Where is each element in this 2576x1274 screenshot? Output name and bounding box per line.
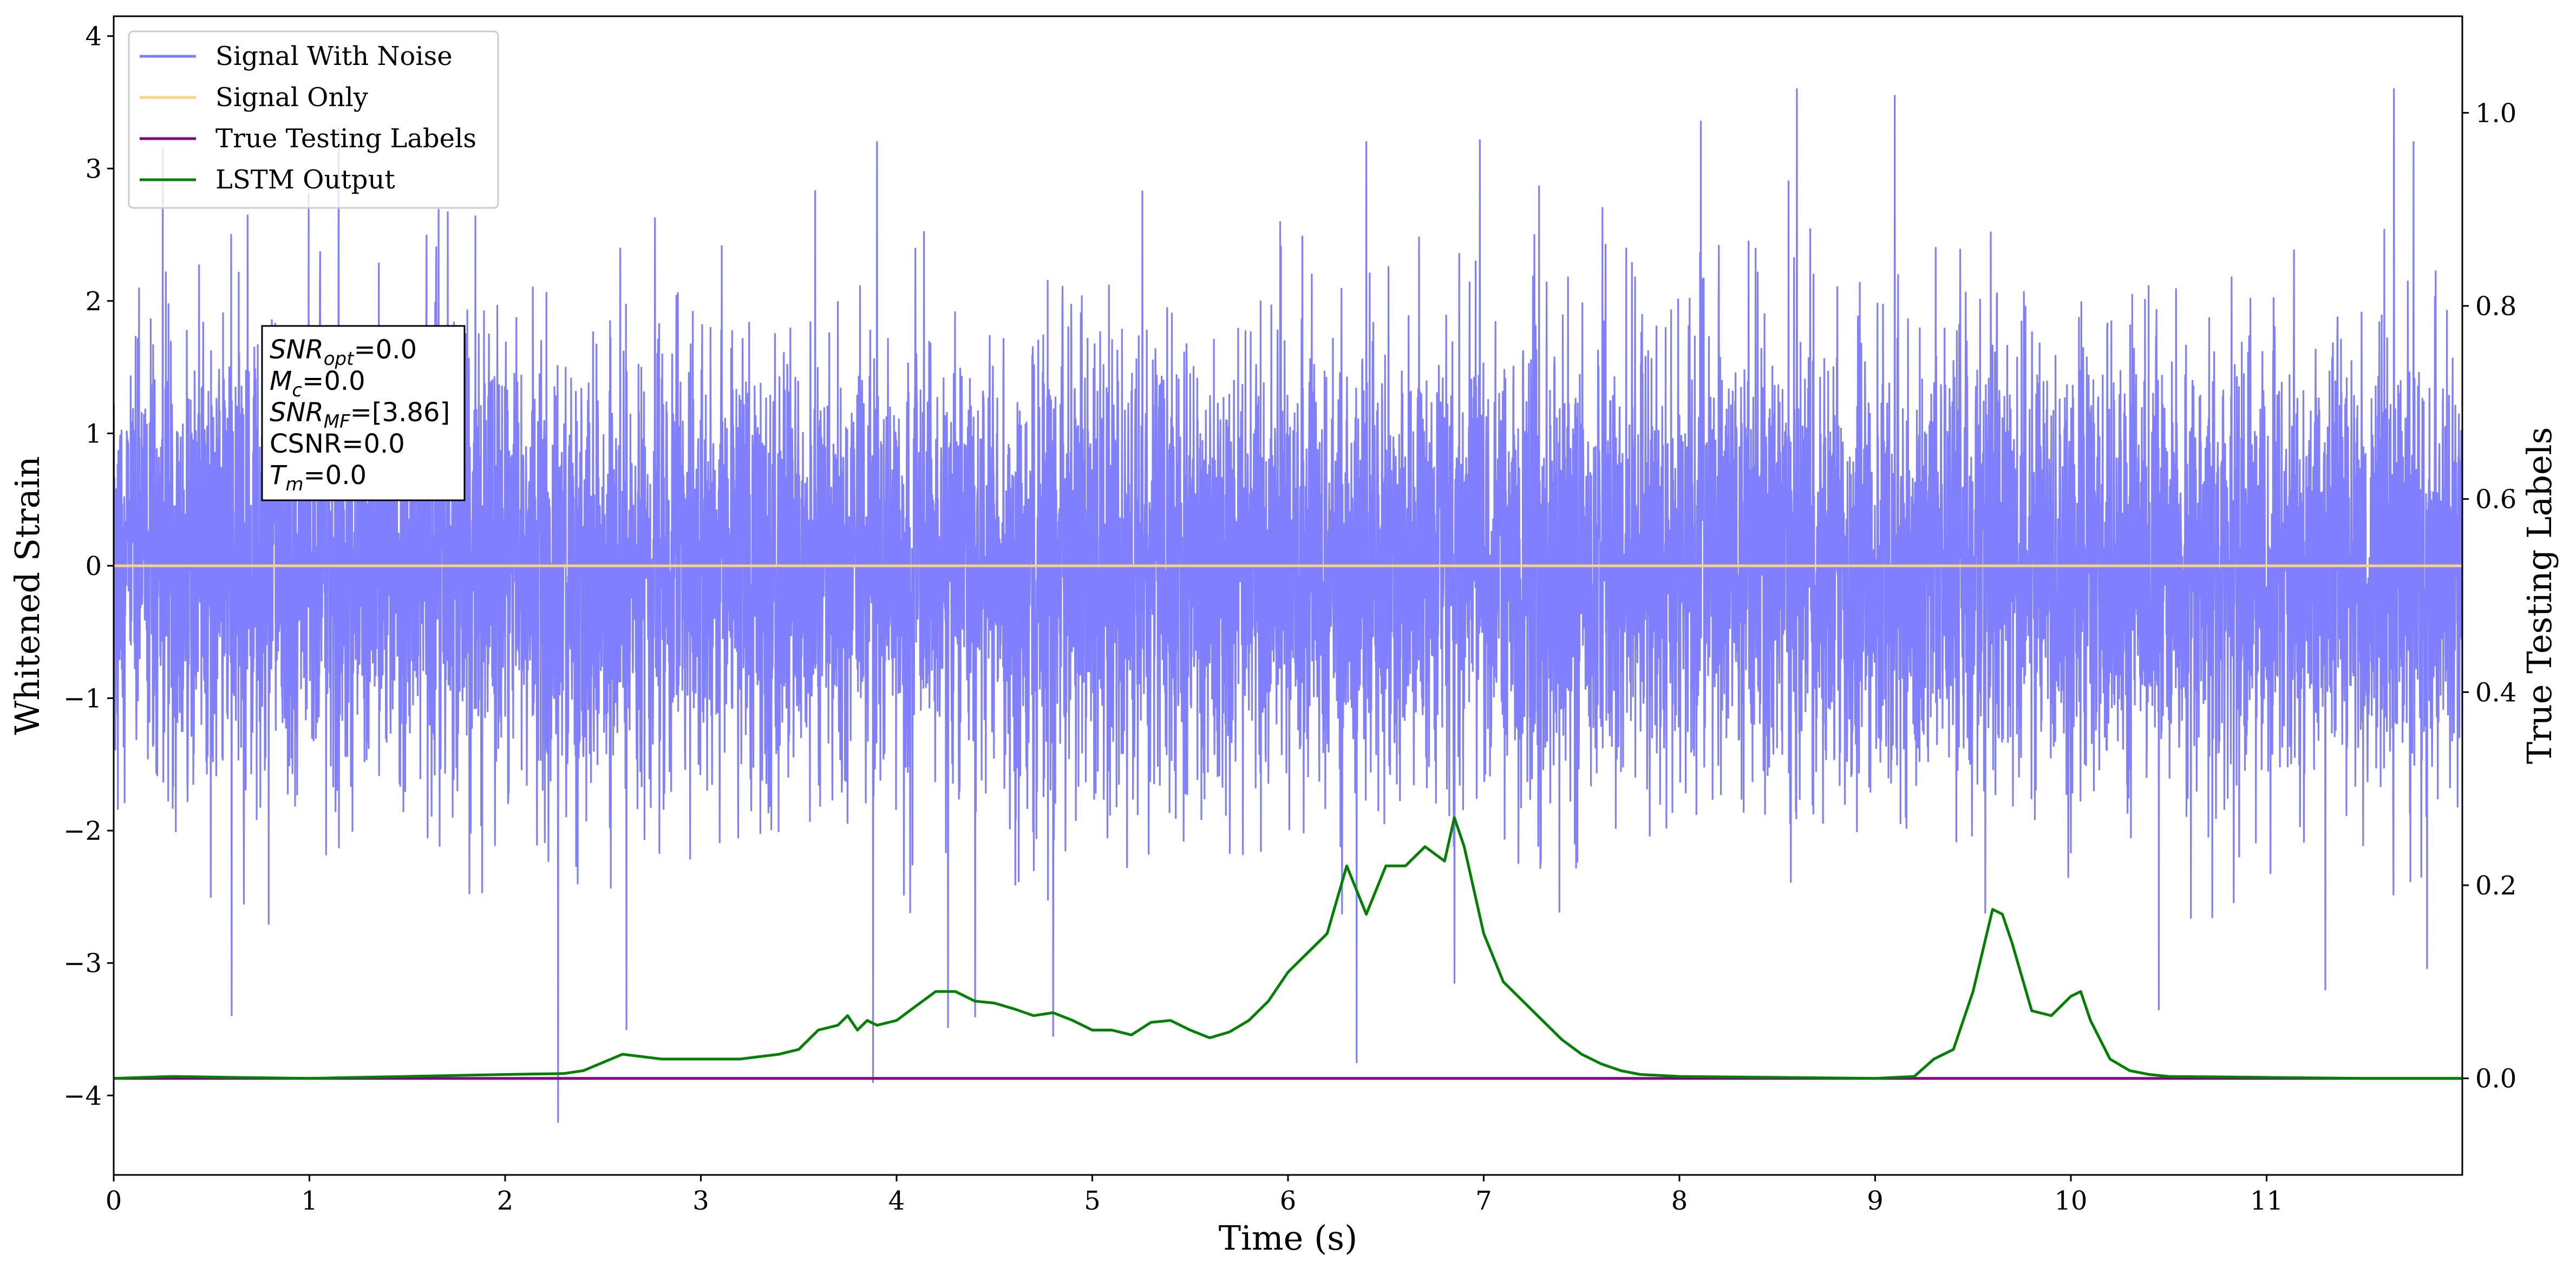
legend-label: Signal With Noise (215, 41, 453, 71)
series-line-signal-with-noise (114, 88, 2462, 1123)
y2-tick-label: 1.0 (2475, 98, 2516, 128)
annotation-box: SNRopt=0.0 Mc=0.0 SNRMF=[3.86] CSNR=0.0 … (261, 325, 466, 501)
legend-label: LSTM Output (215, 165, 395, 195)
y2-axis-label: True Testing Labels (2520, 427, 2559, 765)
annotation-snr-mf: SNRMF=[3.86] (270, 397, 450, 433)
x-tick-label: 0 (106, 1186, 122, 1216)
series-line-lstm-output (114, 816, 2462, 1080)
x-tick-label: 9 (1867, 1186, 1884, 1216)
x-tick-label: 3 (692, 1186, 709, 1216)
y-tick-label: 1 (85, 419, 102, 449)
x-tick-label: 8 (1671, 1186, 1688, 1216)
y-tick-label: 4 (85, 22, 102, 52)
legend: Signal With Noise Signal Only True Testing… (128, 30, 499, 209)
y-tick-label: 0 (85, 551, 102, 582)
x-axis-label: Time (s) (1219, 1218, 1358, 1258)
x-tick-label: 2 (497, 1186, 514, 1216)
y2-tick-label: 0.0 (2475, 1064, 2516, 1094)
y2-tick-label: 0.2 (2475, 871, 2516, 901)
x-tick-label: 11 (2250, 1186, 2283, 1216)
x-tick-label: 1 (301, 1186, 318, 1216)
x-tick-label: 10 (2054, 1186, 2087, 1216)
annotation-frame (261, 325, 466, 501)
annotation-csnr: CSNR=0.0 (270, 429, 405, 459)
x-tick-label: 6 (1280, 1186, 1297, 1216)
annotation-tm: Tm=0.0 (270, 460, 367, 495)
y-axis-label: Whitened Strain (8, 456, 47, 735)
y2-tick-label: 0.6 (2475, 485, 2516, 515)
y-tick-label: −1 (63, 684, 102, 714)
y2-tick-label: 0.8 (2475, 291, 2516, 322)
axes-layer: 0 1 2 3 4 5 6 7 8 9 10 11 −4 −3 −2 −1 0 1 2 3 4 0.0 0.2 0.4 0.6 0… (63, 22, 2516, 1216)
series-layer (114, 88, 2462, 1123)
annotation-snr-opt: SNRopt=0.0 (270, 335, 417, 370)
y-tick-label: −2 (63, 816, 102, 846)
y-tick-label: 3 (85, 154, 102, 184)
y-tick-label: 2 (85, 286, 102, 317)
legend-box (128, 30, 499, 209)
annotation-mc: Mc=0.0 (270, 366, 365, 401)
legend-label: Signal Only (215, 82, 368, 113)
x-tick-label: 5 (1084, 1186, 1101, 1216)
y2-tick-label: 0.4 (2475, 677, 2516, 708)
legend-label: True Testing Labels (215, 123, 476, 154)
x-tick-label: 4 (888, 1186, 905, 1216)
y-tick-label: −3 (63, 949, 102, 979)
x-tick-label: 7 (1475, 1186, 1492, 1216)
y-tick-label: −4 (63, 1081, 102, 1111)
